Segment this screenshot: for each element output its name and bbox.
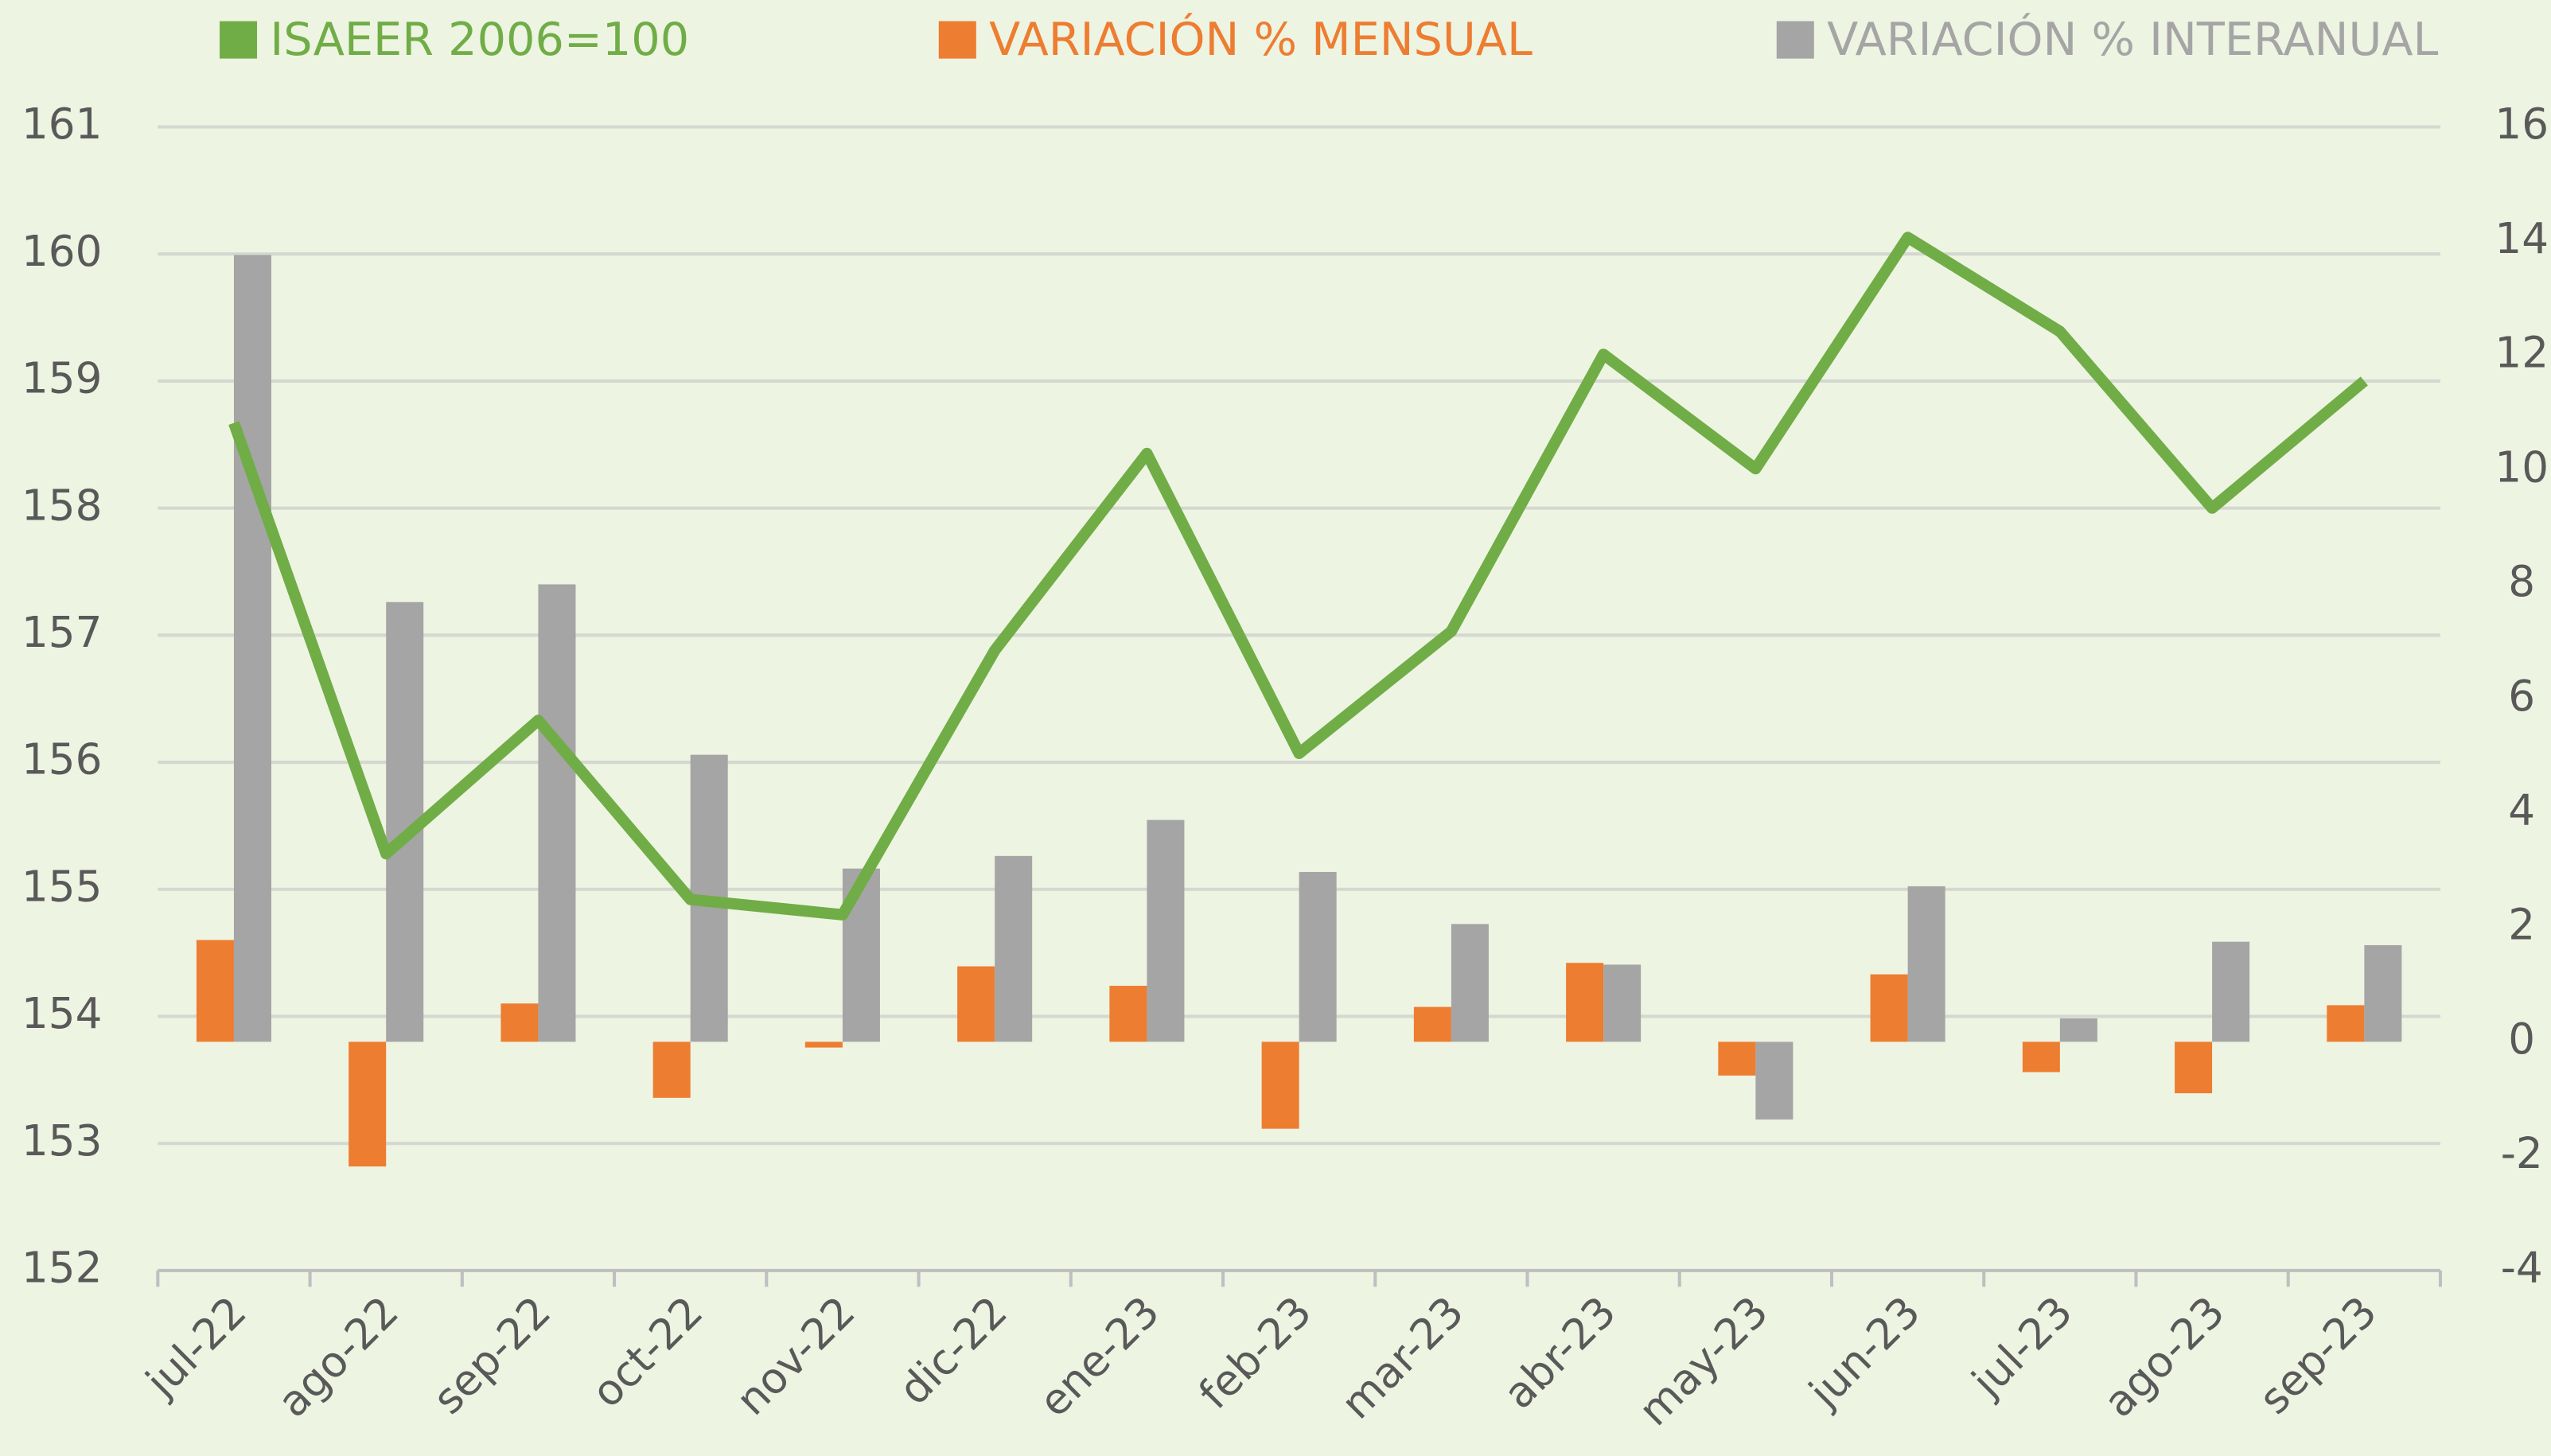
y2-tick-label: 12	[2495, 329, 2549, 378]
y2-tick-label: 4	[2508, 786, 2535, 835]
x-tick-label: nov-22	[726, 1287, 864, 1425]
legend-swatch	[938, 21, 976, 59]
bar	[2175, 1041, 2213, 1094]
bar	[2364, 944, 2402, 1042]
bar	[538, 584, 576, 1042]
x-tick-label: abr-23	[1494, 1287, 1626, 1419]
bar	[1907, 886, 1945, 1042]
y2-tick-label: 10	[2495, 442, 2549, 492]
y2-tick-label: 16	[2495, 99, 2549, 149]
bar	[804, 1041, 843, 1048]
y-tick-label: 157	[21, 608, 102, 657]
bar	[2327, 1005, 2365, 1042]
y-tick-label: 161	[21, 99, 102, 149]
bar	[1147, 819, 1185, 1042]
bar	[1109, 985, 1147, 1042]
y2-tick-label: 2	[2508, 900, 2535, 949]
x-tick-label: sep-23	[2249, 1287, 2386, 1424]
y-tick-label: 155	[21, 862, 102, 911]
y-tick-label: 158	[21, 481, 102, 530]
y-tick-label: 153	[21, 1116, 102, 1166]
y-tick-label: 152	[21, 1244, 102, 1293]
line-series	[228, 232, 2368, 921]
bar	[1718, 1041, 1756, 1076]
y2-tick-label: -4	[2501, 1244, 2543, 1293]
y-tick-label: 159	[21, 354, 102, 403]
legend-label: VARIACIÓN % INTERANUAL	[1827, 12, 2438, 66]
bar	[1451, 924, 1489, 1042]
bar	[349, 1041, 387, 1167]
legend-swatch	[1776, 21, 1814, 59]
bar	[500, 1003, 539, 1042]
x-tick-label: jul-23	[1962, 1287, 2082, 1407]
legend-swatch	[220, 21, 258, 59]
bar	[957, 966, 995, 1042]
bar	[1870, 974, 1908, 1042]
bar	[196, 940, 234, 1042]
x-tick-label: sep-22	[423, 1287, 560, 1424]
x-tick-label: ago-23	[2094, 1287, 2234, 1427]
bar	[995, 855, 1033, 1042]
bar	[1755, 1041, 1793, 1120]
y2-tick-label: 14	[2495, 214, 2549, 263]
x-tick-label: jul-22	[136, 1287, 256, 1407]
bar	[2059, 1018, 2097, 1042]
bar	[1603, 964, 1642, 1042]
bar	[2212, 941, 2250, 1042]
x-tick-label: ene-23	[1030, 1287, 1169, 1427]
y2-tick-label: -2	[2501, 1129, 2543, 1178]
bar	[1413, 1006, 1451, 1042]
x-tick-label: oct-22	[582, 1287, 713, 1418]
x-tick-label: may-23	[1630, 1287, 1778, 1435]
y-tick-label: 156	[21, 735, 102, 784]
bar	[1566, 963, 1604, 1042]
x-tick-label: mar-23	[1332, 1287, 1474, 1429]
y2-tick-label: 6	[2508, 672, 2535, 721]
legend-label: VARIACIÓN % MENSUAL	[989, 12, 1533, 66]
y2-tick-label: 8	[2508, 557, 2535, 606]
y-tick-label: 154	[21, 989, 102, 1038]
x-tick-label: ago-22	[268, 1287, 408, 1427]
y2-tick-label: 0	[2508, 1014, 2535, 1064]
bar	[652, 1041, 691, 1098]
x-tick-label: jun-23	[1799, 1287, 1930, 1418]
y-tick-label: 160	[21, 227, 102, 276]
bar	[1261, 1041, 1299, 1129]
bar	[2022, 1041, 2060, 1073]
bar	[1299, 871, 1337, 1042]
x-tick-label: feb-23	[1190, 1287, 1321, 1419]
bar	[233, 255, 271, 1042]
x-tick-label: dic-22	[890, 1287, 1017, 1415]
legend-label: ISAEER 2006=100	[270, 13, 689, 66]
